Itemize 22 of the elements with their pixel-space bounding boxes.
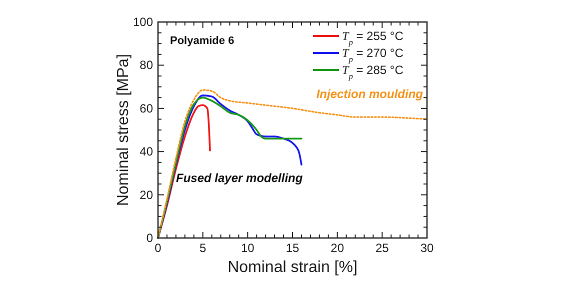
x-tick-label: 30 — [420, 241, 434, 255]
line-series — [157, 89, 428, 239]
x-tick-label: 25 — [375, 241, 390, 255]
y-tick-label: 20 — [140, 188, 154, 202]
legend-label: T$_{p}$ = 285 °C — [342, 63, 404, 80]
legend-label: T$_{p}$ = 270 °C — [342, 46, 404, 64]
y-tick-label: 80 — [140, 58, 154, 72]
legend-label: T$_{p}$ = 255 °C — [342, 29, 404, 46]
y-tick-label: 40 — [140, 144, 154, 159]
annotation: Injection moulding — [316, 87, 424, 101]
y-tick-label: 0 — [146, 231, 154, 245]
y-axis-title: Nominal stress [MPa] — [115, 54, 132, 206]
annotation: Polyamide 6 — [170, 35, 234, 47]
x-tick-label: 20 — [330, 241, 344, 255]
x-tick-label: 15 — [286, 241, 300, 255]
x-axis-title: Nominal strain [%] — [228, 259, 358, 276]
x-tick-label: 5 — [199, 241, 206, 255]
y-tick-label: 100 — [132, 15, 154, 29]
y-tick-label: 60 — [140, 101, 154, 116]
x-tick-label: 10 — [240, 241, 255, 255]
x-tick-label: 0 — [154, 241, 162, 255]
annotation: Fused layer modelling — [176, 171, 304, 185]
